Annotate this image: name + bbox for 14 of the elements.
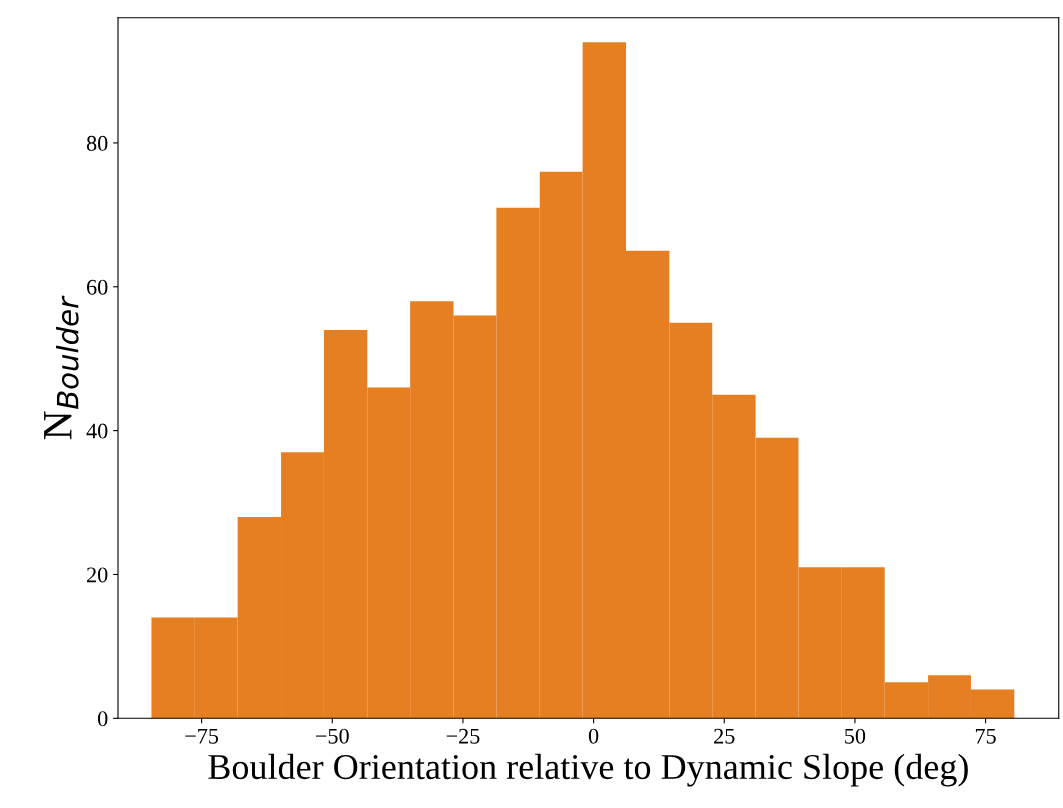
x-tick-label: −75 [185, 728, 219, 744]
y-tick-label: 80 [86, 135, 108, 151]
x-axis-title: Boulder Orientation relative to Dynamic Slope (deg) [208, 753, 968, 787]
x-tick-label: −25 [446, 728, 480, 744]
x-tick-label: −50 [316, 728, 349, 744]
y-tick-label: 0 [98, 711, 108, 727]
y-axis-title: N$_{Boulder}$ [44, 295, 79, 440]
x-tick-label: 25 [714, 728, 735, 744]
y-tick-label: 40 [86, 423, 108, 439]
x-tick-label: 50 [845, 728, 866, 744]
y-tick-label: 20 [87, 567, 108, 583]
y-tick-label: 60 [87, 279, 108, 295]
x-tick-label: 0 [588, 728, 599, 744]
x-tick-label: 75 [975, 728, 996, 744]
